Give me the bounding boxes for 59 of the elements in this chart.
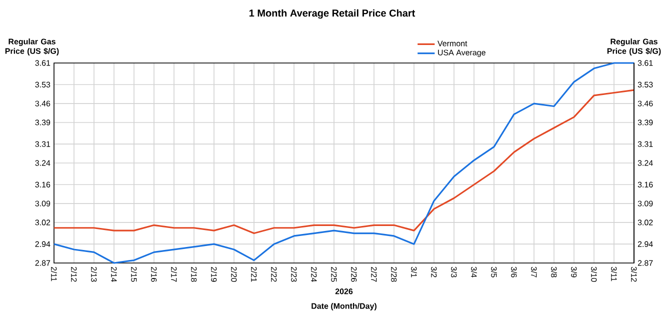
x-tick-label: 2/27 <box>371 266 377 282</box>
x-tick-label: 2/20 <box>231 266 237 282</box>
y-tick-label: 3.09 <box>35 200 50 206</box>
x-tick-label: 2/15 <box>131 266 137 282</box>
y2-tick-label: 3.09 <box>638 200 653 206</box>
y-tick-label: 2.87 <box>35 260 50 266</box>
x-tick-label: 2/11 <box>51 266 57 282</box>
x-tick-label: 2/13 <box>91 266 97 282</box>
x-tick-label: 3/5 <box>491 266 497 278</box>
x-tick-label: 2/25 <box>331 266 337 282</box>
y2-tick-label: 2.94 <box>638 241 653 247</box>
y2-axis-title: Regular Gas Price (US $/G) <box>607 38 661 56</box>
x-tick-label: 2/18 <box>191 266 197 282</box>
y2-tick-label: 3.31 <box>638 141 653 147</box>
x-tick-label: 2/23 <box>291 266 297 282</box>
x-tick-label: 2/19 <box>211 266 217 282</box>
y-tick-label: 3.46 <box>35 100 50 106</box>
y-tick-label: 3.24 <box>35 160 50 166</box>
x-tick-label: 2/14 <box>111 266 117 282</box>
x-tick-label: 3/2 <box>431 266 437 278</box>
x-axis-title: Date (Month/Day) <box>312 302 376 310</box>
x-tick-label: 2/16 <box>151 266 157 282</box>
y-axis-title: Regular Gas Price (US $/G) <box>5 38 59 56</box>
y-tick-label: 3.53 <box>35 82 50 88</box>
y2-tick-label: 3.16 <box>638 182 653 188</box>
x-tick-label: 3/8 <box>551 266 557 278</box>
y2-tick-label: 3.24 <box>638 160 653 166</box>
x-tick-label: 3/10 <box>591 266 597 282</box>
x-tick-label: 3/12 <box>631 266 637 282</box>
x-tick-label: 2/17 <box>171 266 177 282</box>
y2-tick-label: 3.53 <box>638 82 653 88</box>
y-tick-label: 3.39 <box>35 120 50 126</box>
chart-title: 1 Month Average Retail Price Chart <box>249 9 416 19</box>
x-tick-label: 3/6 <box>511 266 517 278</box>
y-tick-label: 3.16 <box>35 182 50 188</box>
y2-tick-label: 2.87 <box>638 260 653 266</box>
legend-label: USA Average <box>438 50 486 57</box>
y-tick-label: 3.02 <box>35 220 50 226</box>
legend-label: Vermont <box>438 40 468 46</box>
x-tick-label: 2/26 <box>351 266 357 282</box>
x-tick-label: 2/12 <box>71 266 77 282</box>
x-tick-label: 3/11 <box>611 266 617 282</box>
y-tick-label: 3.31 <box>35 141 50 147</box>
x-tick-label: 3/3 <box>451 266 457 278</box>
x-tick-label: 3/9 <box>571 266 577 278</box>
x-tick-label: 2/21 <box>251 266 257 282</box>
x-tick-label: 2/22 <box>271 266 277 282</box>
x-tick-label: 3/1 <box>411 266 417 278</box>
x-tick-label: 3/7 <box>531 266 537 278</box>
y2-tick-label: 3.39 <box>638 120 653 126</box>
x-tick-label: 2/28 <box>391 266 397 282</box>
y2-tick-label: 3.02 <box>638 220 653 226</box>
x-tick-label: 2/24 <box>311 266 317 282</box>
text: 2026 <box>335 288 353 294</box>
x-tick-label: 3/4 <box>471 266 477 278</box>
y2-tick-label: 3.46 <box>638 100 653 106</box>
y2-tick-label: 3.61 <box>638 60 653 66</box>
y-tick-label: 3.61 <box>35 60 50 66</box>
y-tick-label: 2.94 <box>35 241 50 247</box>
